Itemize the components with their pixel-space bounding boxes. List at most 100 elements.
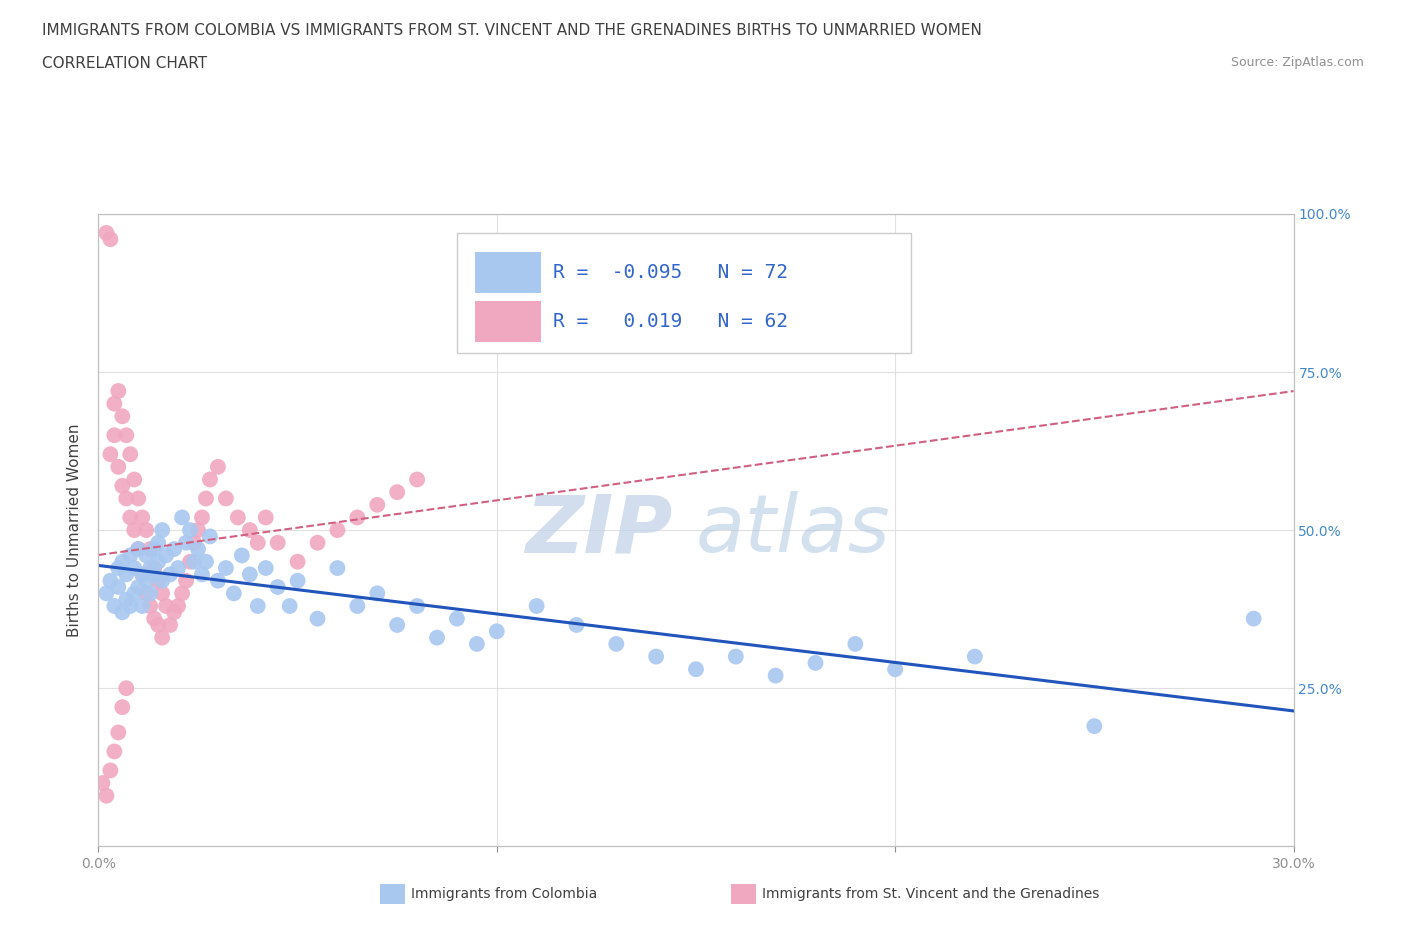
Point <box>174 536 197 551</box>
Point <box>148 536 170 551</box>
Point <box>163 541 186 556</box>
Point <box>167 599 190 614</box>
Point <box>131 567 153 582</box>
Point <box>127 491 149 506</box>
Point <box>111 604 134 619</box>
Point <box>131 510 153 525</box>
Point <box>246 599 269 614</box>
Point <box>254 510 277 525</box>
Point <box>207 459 229 474</box>
Point <box>465 636 488 651</box>
Bar <box>475 252 540 293</box>
Point <box>605 636 627 651</box>
Point <box>148 573 170 588</box>
Point <box>135 586 157 601</box>
Point <box>195 491 218 506</box>
Point <box>111 554 134 569</box>
Point <box>124 561 146 576</box>
Point <box>100 763 122 777</box>
Point <box>685 662 707 677</box>
Point <box>844 636 866 651</box>
Point <box>115 428 138 443</box>
Point <box>326 523 349 538</box>
Point <box>150 586 173 601</box>
Point <box>267 579 290 594</box>
Point <box>366 586 388 601</box>
Point <box>231 548 253 563</box>
Point <box>446 611 468 626</box>
Point <box>226 510 249 525</box>
Point <box>139 561 162 576</box>
Point <box>222 586 245 601</box>
Point <box>246 536 269 551</box>
Point <box>120 510 142 525</box>
Point <box>127 579 149 594</box>
Point <box>207 573 229 588</box>
Point <box>159 618 181 632</box>
Point <box>143 611 166 626</box>
Point <box>198 472 221 487</box>
Point <box>139 541 162 556</box>
Point <box>287 554 309 569</box>
Point <box>179 554 201 569</box>
FancyBboxPatch shape <box>457 232 911 353</box>
Point <box>645 649 668 664</box>
Point <box>135 573 157 588</box>
Point <box>107 459 129 474</box>
Point <box>963 649 986 664</box>
Point <box>124 586 146 601</box>
Point <box>131 567 153 582</box>
Point <box>179 523 201 538</box>
Point <box>724 649 747 664</box>
Text: R =  -0.095   N = 72: R = -0.095 N = 72 <box>553 262 787 282</box>
Point <box>1083 719 1105 734</box>
Point <box>139 586 162 601</box>
Point <box>195 554 218 569</box>
Point <box>148 618 170 632</box>
Point <box>111 699 134 714</box>
Point <box>385 618 409 632</box>
Point <box>183 554 205 569</box>
Point <box>120 446 142 461</box>
Point <box>139 599 162 614</box>
Point <box>107 561 129 576</box>
Point <box>111 409 134 424</box>
Point <box>96 586 118 601</box>
Point <box>120 548 142 563</box>
Point <box>103 599 125 614</box>
Point <box>148 554 170 569</box>
Point <box>804 656 827 671</box>
Point <box>172 586 194 601</box>
Point <box>127 541 149 556</box>
Point <box>366 498 388 512</box>
Point <box>111 478 134 493</box>
Point <box>239 523 262 538</box>
Point <box>278 599 301 614</box>
Point <box>526 599 548 614</box>
Point <box>107 579 129 594</box>
Point <box>115 491 138 506</box>
Point <box>187 541 209 556</box>
Point <box>107 725 129 740</box>
Point <box>326 561 349 576</box>
Point <box>91 776 114 790</box>
Point <box>155 599 177 614</box>
Point <box>215 491 238 506</box>
Point <box>115 567 138 582</box>
Point <box>124 523 146 538</box>
Point <box>124 472 146 487</box>
Point <box>191 510 214 525</box>
Point <box>565 618 588 632</box>
Point <box>287 573 309 588</box>
Point <box>346 510 368 525</box>
Point <box>100 573 122 588</box>
Point <box>150 573 173 588</box>
Point <box>135 523 157 538</box>
Point <box>187 523 209 538</box>
Point <box>103 428 125 443</box>
Point <box>100 446 122 461</box>
Point <box>135 548 157 563</box>
Point <box>406 472 429 487</box>
Point <box>426 631 449 645</box>
Point <box>346 599 368 614</box>
